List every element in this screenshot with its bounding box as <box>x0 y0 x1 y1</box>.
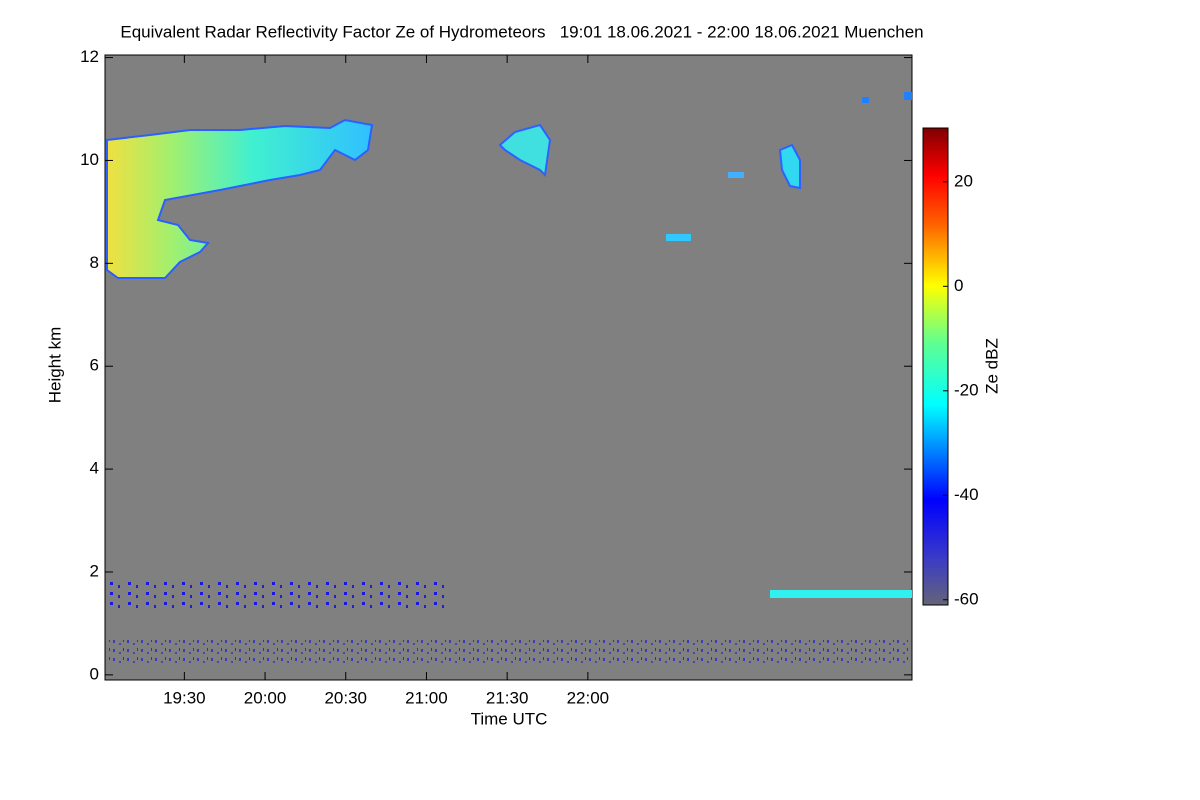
cloud <box>728 172 744 178</box>
echoes <box>106 92 912 665</box>
x-tick-label: 21:30 <box>486 688 529 707</box>
cloud <box>770 590 912 598</box>
y-tick-label: 0 <box>90 664 99 683</box>
y-tick-label: 6 <box>90 356 99 375</box>
y-tick-label: 8 <box>90 253 99 272</box>
colorbar-tick-label: -60 <box>954 589 979 608</box>
colorbar-tick-label: -20 <box>954 380 979 399</box>
x-axis-label: Time UTC <box>471 709 548 728</box>
colorbar <box>922 127 949 606</box>
colorbar-tick-label: -40 <box>954 485 979 504</box>
clutter <box>108 640 908 665</box>
x-tick-label: 20:00 <box>244 688 287 707</box>
clutter <box>108 580 448 608</box>
x-tick-label: 21:00 <box>405 688 448 707</box>
cloud <box>498 123 552 178</box>
y-tick-label: 4 <box>90 459 99 478</box>
y-tick-label: 2 <box>90 561 99 580</box>
colorbar-tick-label: 0 <box>954 276 963 295</box>
colorbar-tick-label: 20 <box>954 171 973 190</box>
colorbar-label: Ze dBZ <box>982 338 1001 394</box>
x-tick-label: 20:30 <box>324 688 367 707</box>
cloud <box>862 97 869 103</box>
cloud <box>778 143 801 190</box>
cloud <box>904 92 912 100</box>
y-tick-label: 10 <box>80 150 99 169</box>
x-tick-label: 19:30 <box>163 688 206 707</box>
chart-title: Equivalent Radar Reflectivity Factor Ze … <box>120 22 923 41</box>
y-tick-label: 12 <box>80 47 99 66</box>
cloud <box>666 234 691 241</box>
y-axis-label: Height km <box>45 327 64 404</box>
cloud <box>106 118 374 279</box>
x-tick-label: 22:00 <box>567 688 610 707</box>
